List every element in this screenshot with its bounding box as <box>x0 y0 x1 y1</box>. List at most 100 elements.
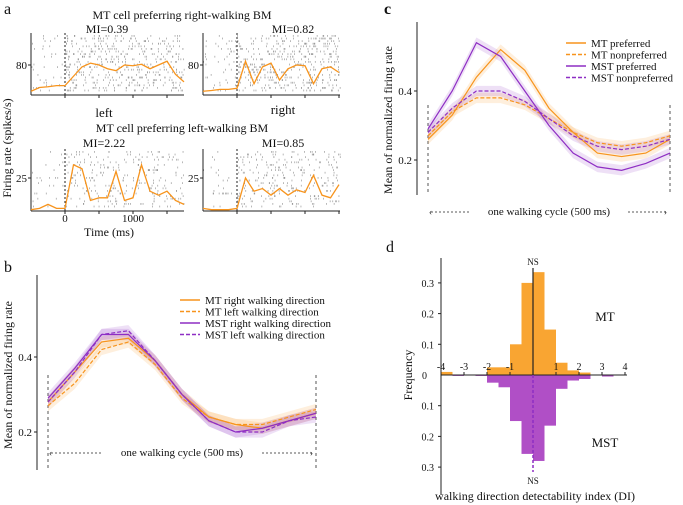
raster-spike <box>172 197 173 200</box>
raster-spike <box>77 171 78 174</box>
mt-histogram-bar <box>556 362 568 375</box>
raster-spike <box>57 35 58 37</box>
raster-spike <box>247 74 249 76</box>
raster-spike <box>108 184 110 187</box>
raster-spike <box>168 153 170 156</box>
raster-spike <box>224 58 225 61</box>
raster-spike <box>127 153 129 156</box>
raster-spike <box>128 45 130 48</box>
raster-spike <box>332 184 334 187</box>
raster-spike <box>294 161 296 164</box>
raster-spike <box>115 79 117 81</box>
raster-spike <box>176 87 178 89</box>
raster-spike <box>65 63 67 66</box>
raster-spike <box>321 184 323 187</box>
raster-spike <box>295 84 296 87</box>
raster-spike <box>164 76 166 79</box>
raster-spike <box>230 48 231 50</box>
panel-a-ylabel: Firing rate (spikes/s) <box>0 98 14 197</box>
raster-spike <box>111 55 113 58</box>
raster-spike <box>273 35 275 37</box>
raster-spike <box>292 89 294 92</box>
raster-spike <box>270 68 271 71</box>
raster-spike <box>317 195 319 197</box>
raster-spike <box>157 48 159 50</box>
raster-spike <box>160 58 162 61</box>
raster-spike <box>94 45 96 48</box>
panel-c-sem-band <box>428 92 670 152</box>
raster-spike <box>127 174 128 177</box>
raster-spike <box>157 71 159 74</box>
panel-c-series-line <box>427 48 671 158</box>
raster-spike <box>248 153 249 156</box>
raster-spike <box>122 74 123 76</box>
raster-spike <box>291 184 292 187</box>
raster-spike <box>231 50 232 53</box>
raster-spike <box>143 84 145 87</box>
raster-spike <box>143 53 144 55</box>
raster-spike <box>125 61 126 63</box>
raster-spike <box>102 174 103 177</box>
raster-spike <box>295 187 297 190</box>
raster-spike <box>147 151 149 153</box>
raster-spike <box>270 66 271 68</box>
raster-spike <box>281 58 283 61</box>
raster-spike <box>138 187 139 190</box>
raster-spike <box>37 74 39 76</box>
raster-spike <box>71 40 73 42</box>
raster-spike <box>240 66 241 68</box>
raster-spike <box>163 55 164 58</box>
raster-spike <box>159 205 161 208</box>
raster-spike <box>322 58 324 61</box>
raster-spike <box>159 58 161 61</box>
raster-spike <box>68 74 69 76</box>
raster-spike <box>265 197 267 200</box>
panel-b-series-line <box>47 333 317 433</box>
raster-spike <box>115 161 117 164</box>
raster-spike <box>235 45 237 48</box>
raster-spike <box>84 158 85 161</box>
raster-spike <box>105 50 106 53</box>
raster-spike <box>332 200 334 203</box>
raster-spike <box>292 50 293 53</box>
raster-spike <box>322 35 324 37</box>
raster-spike <box>324 87 326 89</box>
raster-spike <box>290 200 292 203</box>
raster-spike <box>333 35 335 37</box>
raster-spike <box>77 184 78 187</box>
raster-spike <box>94 50 96 53</box>
raster-spike <box>80 53 81 55</box>
raster-spike <box>82 187 84 190</box>
raster-spike <box>137 68 138 71</box>
raster-spike <box>315 45 317 48</box>
raster-spike <box>60 76 62 79</box>
mt-hist-label: MT <box>595 309 615 324</box>
raster-spike <box>297 203 299 205</box>
raster-spike <box>308 61 310 63</box>
raster-spike <box>333 158 335 161</box>
raster-spike <box>96 174 98 177</box>
raster-spike <box>152 42 153 45</box>
raster-spike <box>126 66 127 68</box>
raster-spike <box>269 197 271 200</box>
raster-spike <box>167 71 169 74</box>
raster-spike <box>270 35 272 37</box>
raster-spike <box>109 79 111 81</box>
raster-spike <box>112 166 114 169</box>
raster-spike <box>279 84 281 87</box>
raster-spike <box>313 45 315 48</box>
panel-b-sem-band <box>48 332 316 434</box>
raster-spike <box>239 61 241 63</box>
firing-rate-trace <box>30 60 185 92</box>
raster-spike <box>145 74 146 76</box>
raster-spike <box>303 45 304 48</box>
raster-spike <box>331 71 332 74</box>
raster-spike <box>126 151 128 153</box>
raster-spike <box>43 35 44 37</box>
raster-spike <box>96 192 98 195</box>
raster-spike <box>291 68 292 71</box>
raster-spike <box>134 89 136 92</box>
raster-spike <box>248 66 250 68</box>
raster-spike <box>272 182 274 184</box>
raster-spike <box>222 179 224 182</box>
